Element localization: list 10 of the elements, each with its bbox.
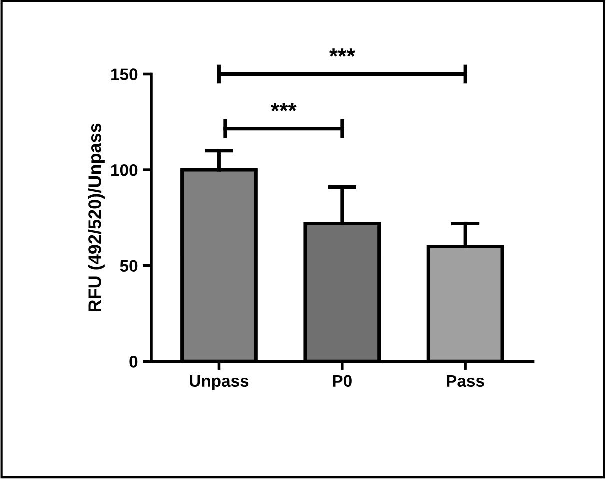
x-tick-label: Unpass xyxy=(190,375,249,390)
text: *** xyxy=(329,48,356,57)
y-tick-label: 0 xyxy=(130,356,138,368)
y-tick-label: 50 xyxy=(120,260,138,272)
x-tick-label: Pass xyxy=(447,375,484,388)
x-tick-label: P0 xyxy=(333,375,352,388)
y-tick-label: 100 xyxy=(112,164,138,176)
y-axis-title: RFU (492/520)/Unpass xyxy=(88,124,105,312)
y-tick-label: 150 xyxy=(112,68,138,80)
annotation: *** xyxy=(270,103,297,112)
